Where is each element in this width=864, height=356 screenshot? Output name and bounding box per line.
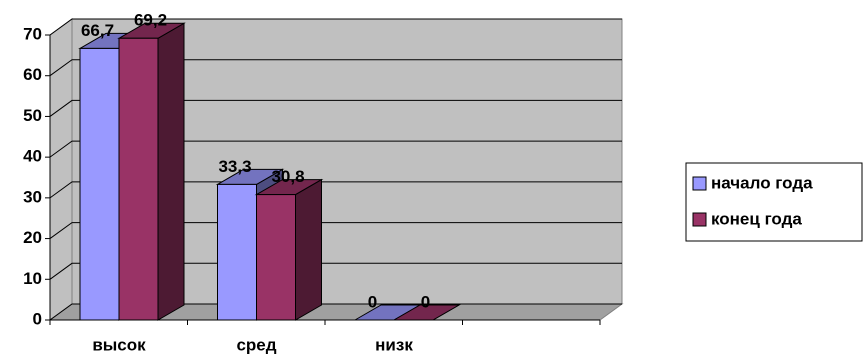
grid-line [49, 262, 622, 280]
grid-line [49, 303, 622, 321]
grid-line [49, 140, 622, 158]
grid-line [49, 59, 622, 77]
y-tick-label: 40 [23, 147, 42, 166]
x-tick-label: высок [92, 335, 146, 354]
data-label: 66,7 [81, 21, 114, 40]
y-tick-label: 20 [23, 228, 42, 247]
y-tick-label: 60 [23, 65, 42, 84]
bar-top [392, 304, 461, 321]
bar-side [157, 22, 185, 321]
bar-side [295, 178, 322, 321]
y-tick-label: 0 [33, 309, 42, 328]
bar [79, 47, 120, 321]
data-label: 30,8 [271, 167, 304, 186]
x-tick-label: сред [236, 335, 276, 354]
bar [217, 183, 257, 321]
y-tick-label: 70 [23, 24, 42, 43]
data-label: 69,2 [134, 11, 167, 30]
data-label: 0 [421, 292, 430, 311]
grid-line [49, 181, 622, 199]
grid-line [49, 18, 622, 36]
legend-label: начало года [711, 173, 813, 192]
y-tick-label: 10 [23, 269, 42, 288]
legend-label: конец года [711, 209, 802, 228]
x-tick-label: низк [375, 335, 413, 354]
side-wall [49, 18, 73, 321]
bar [118, 37, 159, 321]
y-tick-label: 50 [23, 106, 42, 125]
grid-line [49, 222, 622, 239]
legend [685, 162, 863, 242]
grid-line [49, 99, 622, 117]
data-label: 33,3 [218, 157, 251, 176]
y-tick-label: 30 [23, 187, 42, 206]
legend-swatch [692, 212, 707, 227]
legend-swatch [692, 176, 707, 191]
data-label: 0 [368, 292, 377, 311]
bar [256, 194, 296, 321]
